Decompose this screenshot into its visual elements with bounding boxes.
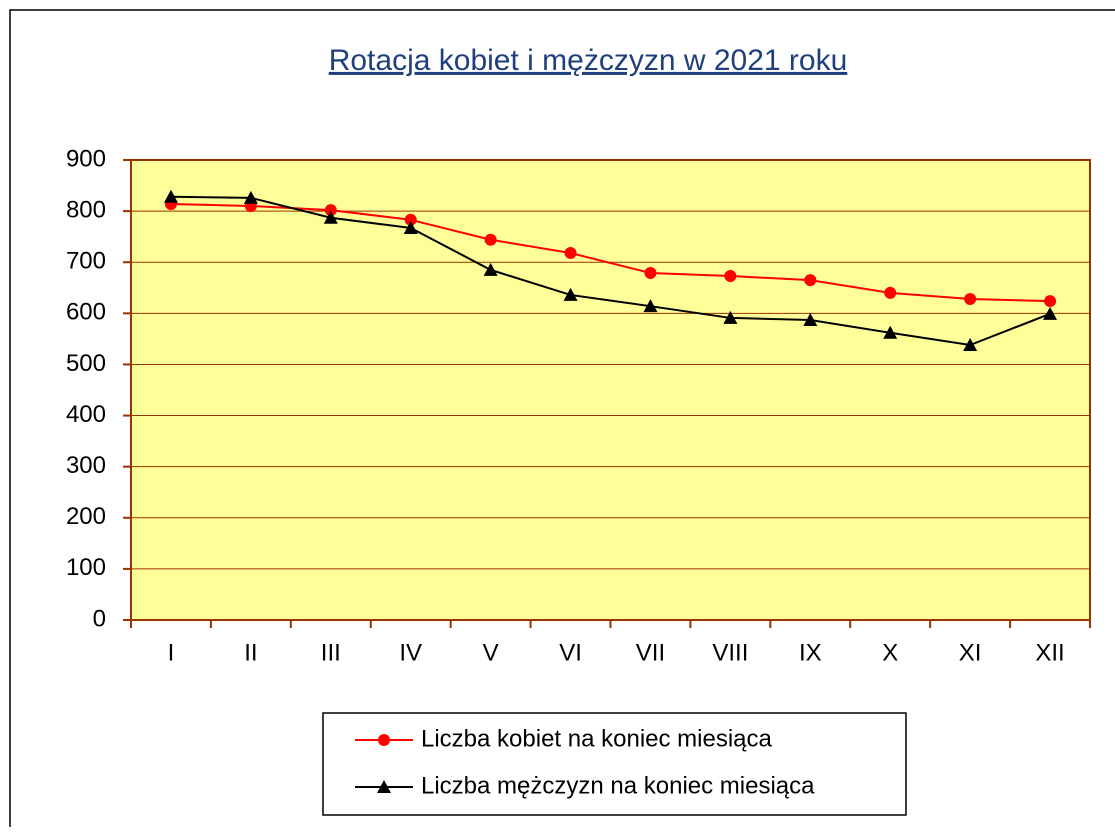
y-tick-label: 900 [66, 145, 106, 172]
data-point [724, 270, 737, 283]
y-tick-label: 800 [66, 196, 106, 223]
x-tick-label: VII [636, 639, 665, 666]
data-point [884, 286, 897, 299]
legend-box [322, 712, 907, 816]
data-point [723, 310, 738, 324]
data-point [883, 325, 898, 339]
x-tick-label: V [483, 639, 499, 666]
data-point [564, 247, 577, 260]
y-tick-label: 500 [66, 350, 106, 377]
legend-marker [377, 780, 391, 793]
data-point [1044, 295, 1057, 308]
data-point [563, 287, 578, 301]
data-point [404, 213, 417, 226]
x-tick-label: IV [399, 639, 422, 666]
data-point [483, 262, 498, 276]
x-tick-label: XII [1035, 639, 1064, 666]
x-tick-label: X [882, 639, 898, 666]
x-tick-label: IX [799, 639, 822, 666]
legend-label: Liczba kobiet na koniec miesiąca [421, 725, 773, 752]
y-tick-label: 700 [66, 248, 106, 275]
data-point [243, 190, 258, 204]
data-point [963, 338, 978, 352]
x-tick-label: XI [959, 639, 982, 666]
data-point [804, 274, 817, 287]
x-tick-label: II [244, 639, 257, 666]
data-point [323, 210, 338, 224]
series-line [170, 202, 1051, 303]
series-line [170, 195, 1051, 347]
y-tick-label: 300 [66, 452, 106, 479]
legend-label: Liczba mężczyzn na koniec miesiąca [421, 772, 815, 799]
plot-area [130, 159, 1091, 621]
y-tick-label: 600 [66, 299, 106, 326]
data-point [644, 266, 657, 279]
y-tick-label: 100 [66, 554, 106, 581]
chart-title: Rotacja kobiet i mężczyzn w 2021 roku [329, 44, 848, 77]
x-tick-label: VI [559, 639, 582, 666]
data-point [484, 233, 497, 246]
data-point [403, 220, 418, 234]
legend-marker [378, 734, 390, 746]
data-point [643, 299, 658, 313]
x-tick-label: I [168, 639, 175, 666]
x-tick-label: III [321, 639, 341, 666]
data-point [803, 312, 818, 326]
y-tick-label: 200 [66, 503, 106, 530]
y-tick-label: 400 [66, 401, 106, 428]
y-tick-label: 0 [93, 605, 106, 632]
data-point [163, 189, 178, 203]
data-point [324, 204, 337, 217]
data-point [964, 293, 977, 306]
x-tick-label: VIII [712, 639, 748, 666]
data-point [1043, 306, 1058, 320]
